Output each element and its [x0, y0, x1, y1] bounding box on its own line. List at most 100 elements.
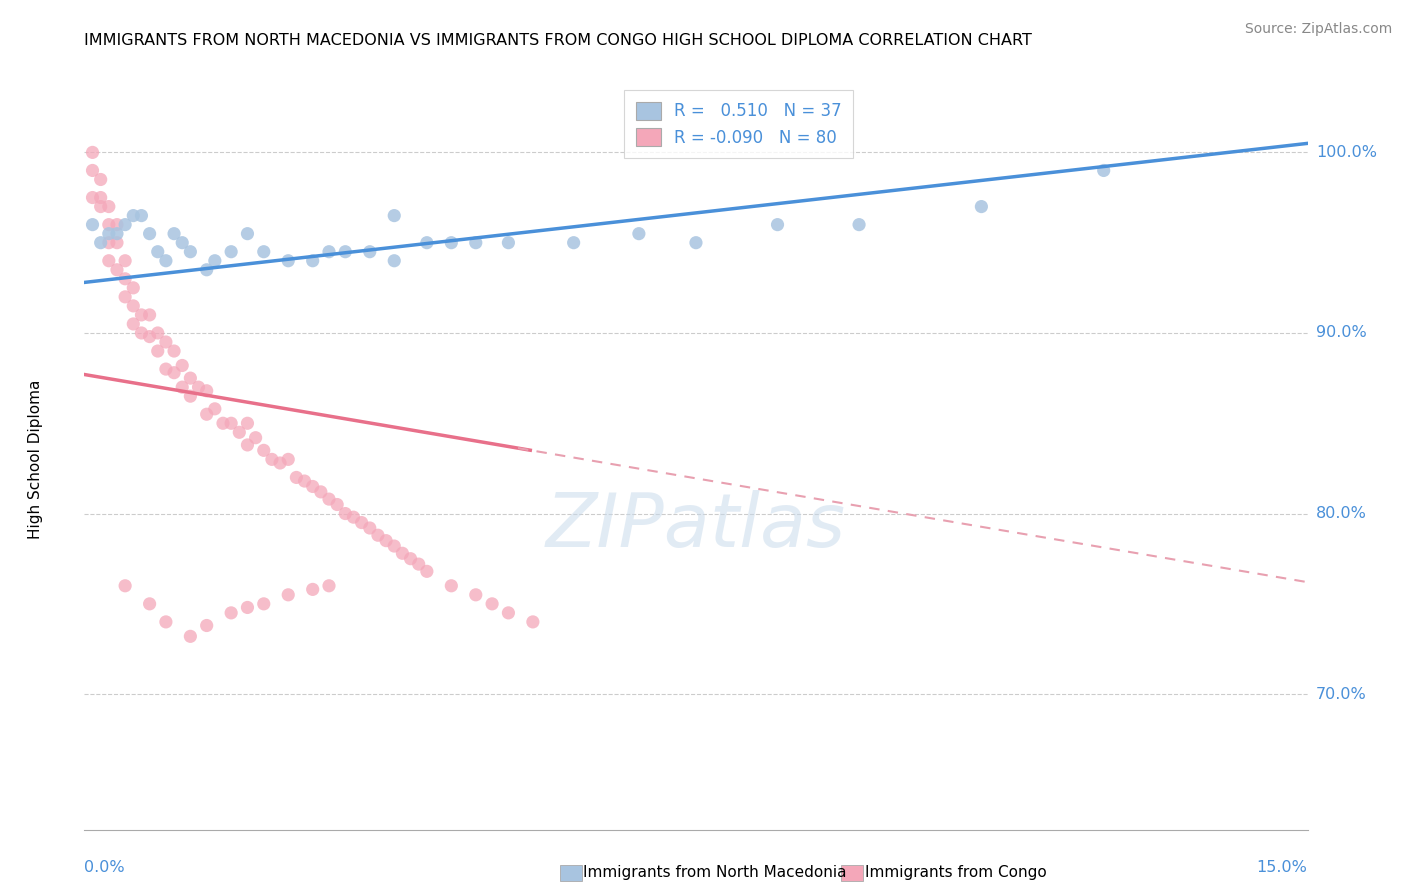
Point	[335, 244, 357, 259]
Point	[245, 431, 267, 445]
Point	[172, 380, 194, 394]
Point	[138, 308, 160, 322]
Point	[90, 200, 112, 214]
Point	[163, 227, 186, 241]
Point	[122, 281, 145, 295]
Point	[114, 253, 136, 268]
Point	[155, 362, 177, 376]
Point	[204, 401, 226, 416]
Point	[195, 618, 218, 632]
Point	[97, 227, 120, 241]
Point	[90, 190, 112, 204]
Point	[236, 438, 259, 452]
Text: 80.0%: 80.0%	[1316, 506, 1367, 521]
Point	[236, 227, 259, 241]
Point	[138, 597, 160, 611]
Point	[318, 579, 340, 593]
Point	[1092, 163, 1115, 178]
Point	[562, 235, 585, 250]
Point	[187, 380, 209, 394]
Text: 70.0%: 70.0%	[1316, 687, 1367, 702]
Point	[301, 582, 323, 597]
Point	[212, 417, 235, 431]
Point	[318, 492, 340, 507]
Point	[90, 172, 112, 186]
Point	[172, 235, 194, 250]
Text: 0.0%: 0.0%	[84, 860, 125, 875]
Point	[848, 218, 870, 232]
Point	[416, 565, 439, 579]
Point	[172, 359, 194, 373]
Point	[440, 579, 463, 593]
Point	[359, 521, 381, 535]
Point	[82, 218, 104, 232]
Point	[277, 588, 299, 602]
Point	[367, 528, 389, 542]
Point	[253, 244, 276, 259]
Point	[350, 516, 373, 530]
Point	[228, 425, 250, 440]
Point	[269, 456, 291, 470]
Point	[277, 253, 299, 268]
Point	[522, 615, 544, 629]
Point	[105, 227, 128, 241]
Point	[627, 227, 650, 241]
Point	[146, 344, 169, 359]
Point	[82, 145, 104, 160]
Point	[179, 389, 201, 403]
Point	[146, 244, 169, 259]
Point	[122, 299, 145, 313]
Point	[105, 262, 128, 277]
Text: 100.0%: 100.0%	[1316, 145, 1376, 160]
Point	[219, 417, 242, 431]
Text: IMMIGRANTS FROM NORTH MACEDONIA VS IMMIGRANTS FROM CONGO HIGH SCHOOL DIPLOMA COR: IMMIGRANTS FROM NORTH MACEDONIA VS IMMIG…	[84, 34, 1032, 48]
Point	[122, 209, 145, 223]
Point	[440, 235, 463, 250]
Point	[260, 452, 283, 467]
Text: ZIPatlas: ZIPatlas	[546, 490, 846, 562]
Point	[97, 218, 120, 232]
Point	[970, 200, 993, 214]
Point	[464, 235, 486, 250]
Point	[498, 235, 520, 250]
Point	[105, 235, 128, 250]
Point	[97, 235, 120, 250]
Point	[766, 218, 789, 232]
Text: Immigrants from Congo: Immigrants from Congo	[865, 865, 1046, 880]
Point	[179, 629, 201, 643]
Point	[114, 218, 136, 232]
Point	[359, 244, 381, 259]
Point	[82, 163, 104, 178]
Point	[204, 253, 226, 268]
Point	[301, 253, 323, 268]
Point	[382, 539, 405, 553]
Point	[253, 597, 276, 611]
Point	[155, 334, 177, 349]
Point	[408, 557, 430, 571]
Point	[131, 209, 153, 223]
Point	[105, 218, 128, 232]
Point	[122, 317, 145, 331]
Point	[138, 329, 160, 343]
Point	[309, 484, 332, 499]
Point	[391, 546, 413, 560]
Point	[146, 326, 169, 340]
Point	[382, 209, 405, 223]
Point	[416, 235, 439, 250]
Point	[285, 470, 308, 484]
Point	[301, 479, 323, 493]
Point	[90, 235, 112, 250]
Point	[131, 308, 153, 322]
Point	[685, 235, 707, 250]
Point	[195, 262, 218, 277]
Point	[236, 600, 259, 615]
Point	[294, 474, 316, 488]
Point	[97, 200, 120, 214]
Point	[155, 253, 177, 268]
Point	[375, 533, 398, 548]
Point	[318, 244, 340, 259]
Point	[179, 371, 201, 385]
Point	[163, 366, 186, 380]
Text: 90.0%: 90.0%	[1316, 326, 1367, 341]
Point	[114, 272, 136, 286]
